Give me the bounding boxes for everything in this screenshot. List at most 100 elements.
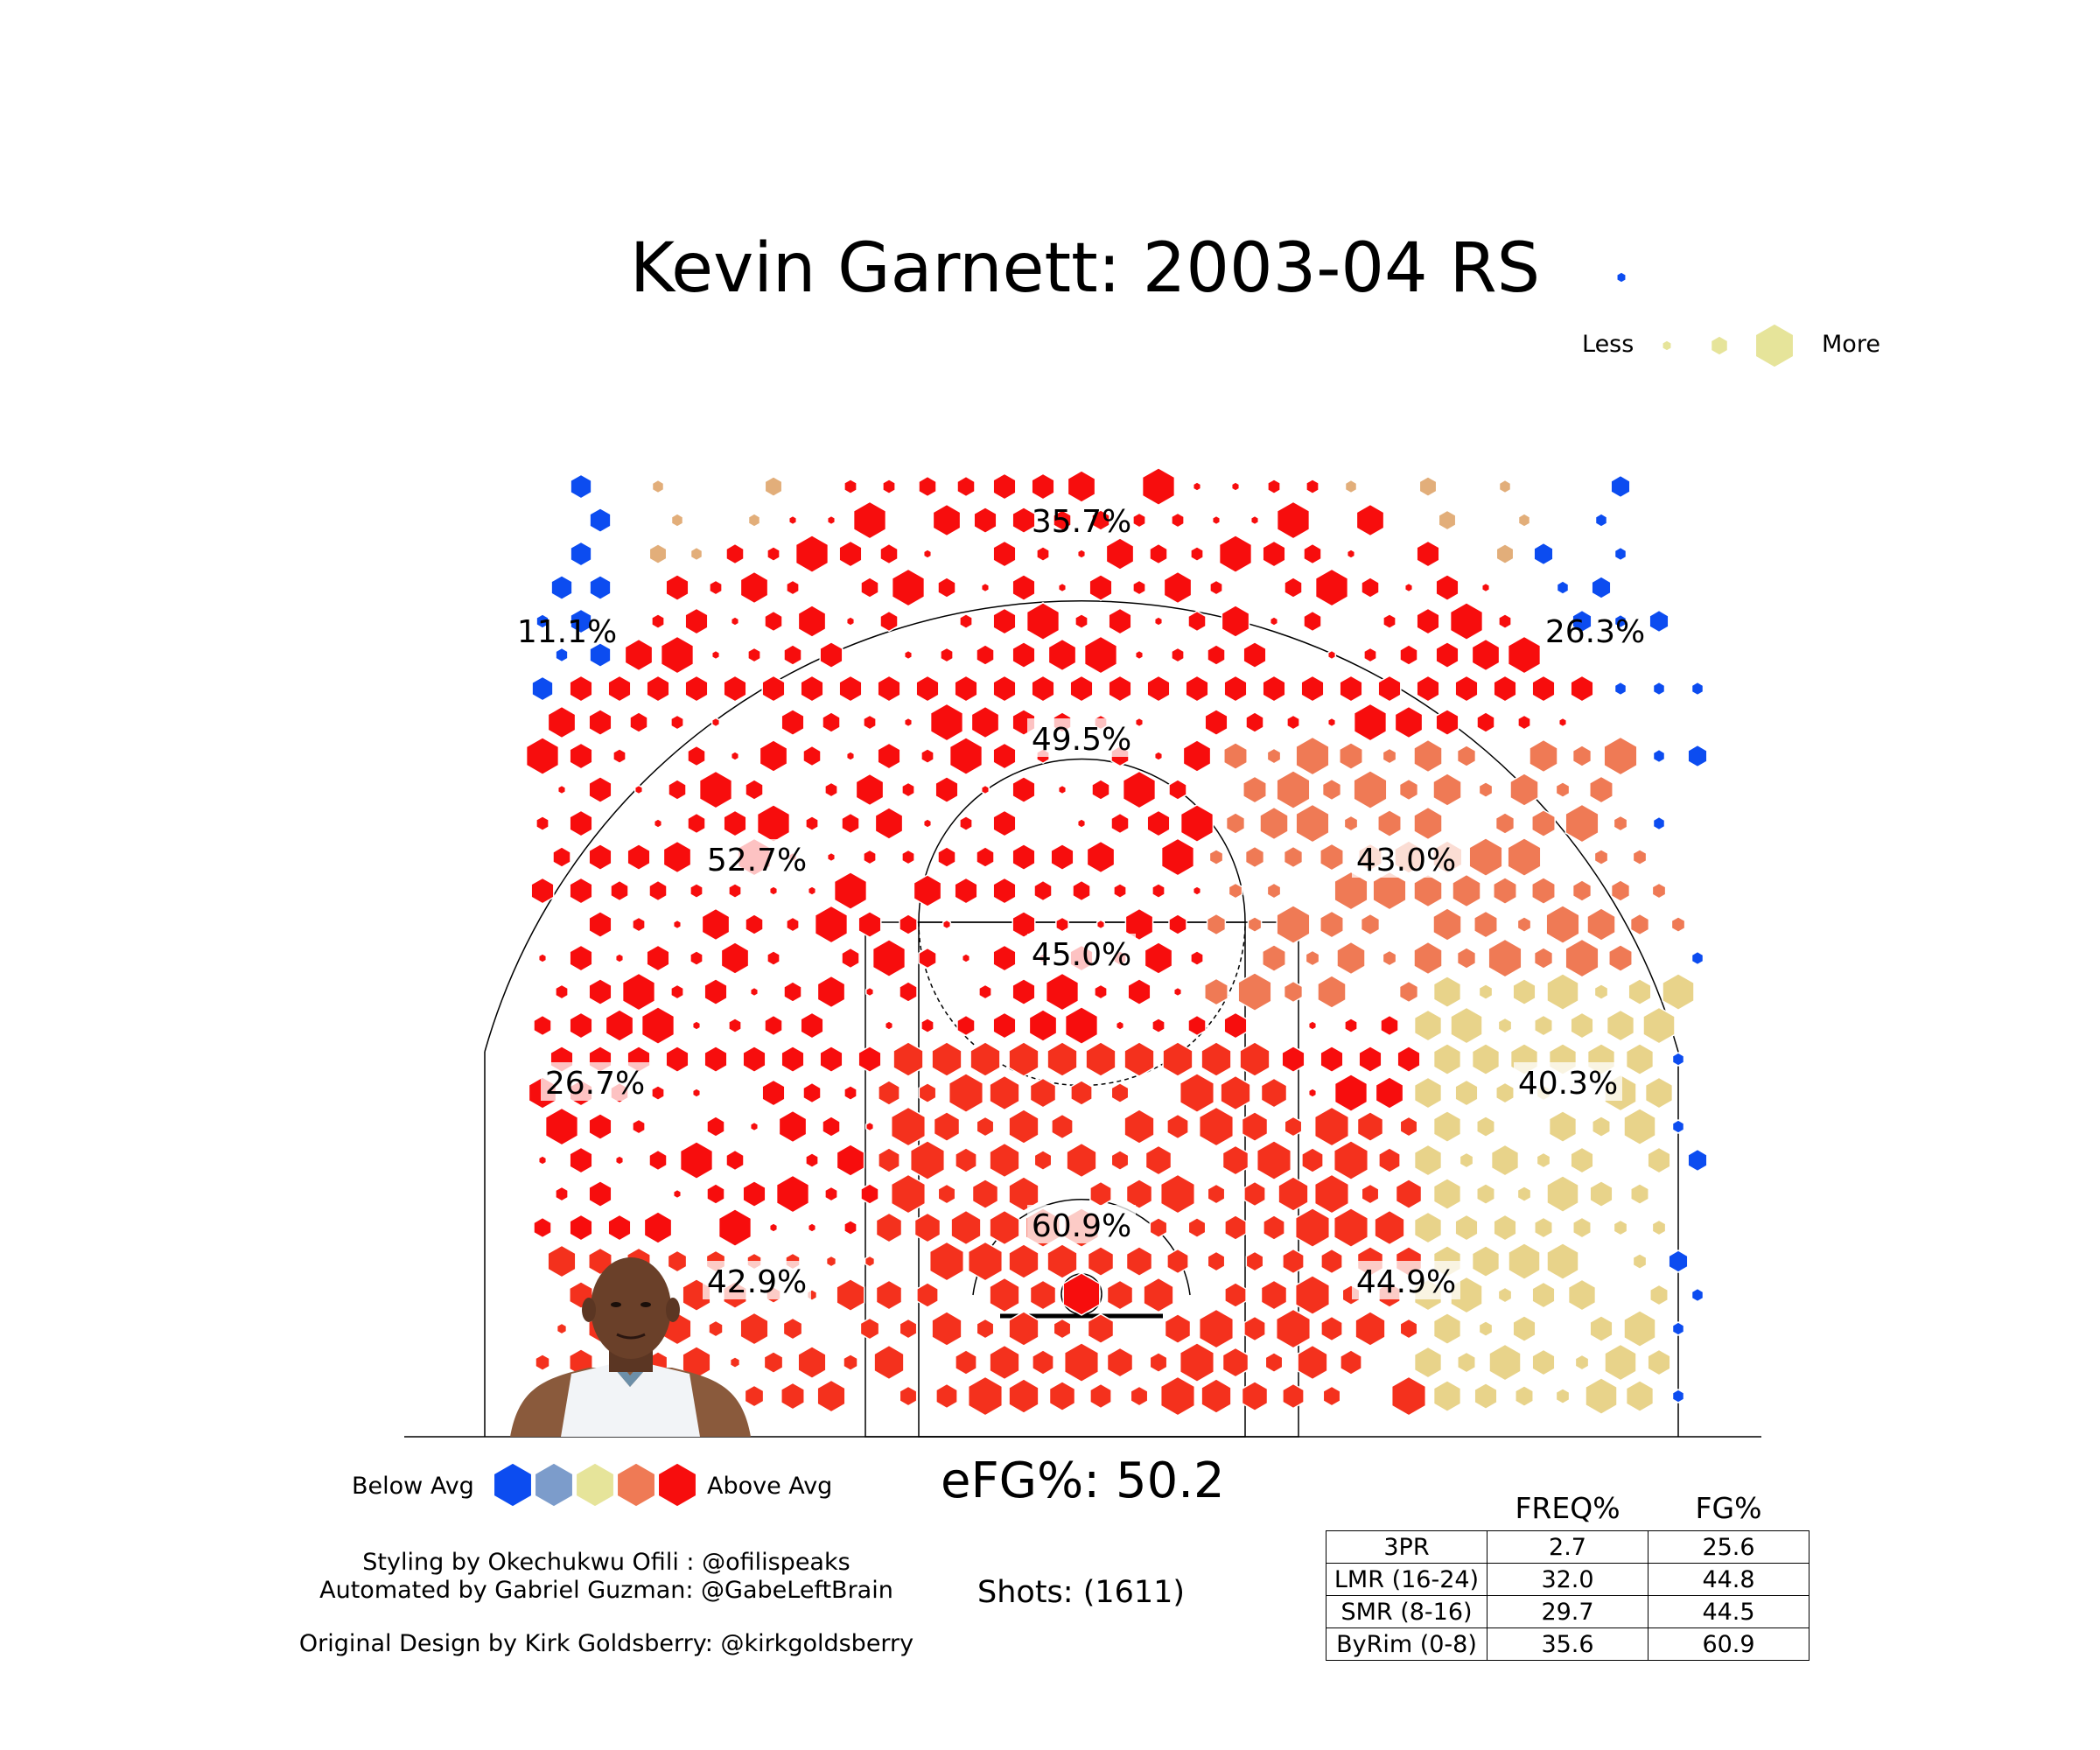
shot-hex — [1548, 1110, 1578, 1144]
shot-hex — [1244, 845, 1265, 869]
shot-hex — [1404, 582, 1414, 593]
shot-hex — [844, 1219, 858, 1236]
shot-hex — [1418, 475, 1438, 498]
shot-hex — [1320, 1315, 1343, 1342]
shot-hex — [1498, 612, 1512, 630]
shot-hex — [1449, 601, 1484, 641]
shot-hex — [1012, 640, 1036, 669]
shot-hex — [1132, 512, 1146, 528]
shot-hex — [612, 747, 626, 765]
shot-hex — [632, 1118, 646, 1135]
shot-hex — [1029, 1279, 1057, 1311]
shot-hex — [1283, 845, 1304, 869]
shot-hex — [701, 907, 731, 942]
shot-hex — [704, 1045, 728, 1074]
shot-hex — [971, 1178, 999, 1210]
shot-hex — [742, 1045, 766, 1074]
shot-hex — [901, 781, 915, 798]
shot-hex — [670, 984, 684, 1000]
shot-hex — [1452, 873, 1481, 908]
shot-hex — [1509, 773, 1539, 807]
stats-row-3pr: 3PR 2.7 25.6 — [1326, 1530, 1810, 1564]
shot-hex — [1546, 972, 1579, 1012]
efg-value: eFG%: 50.2 — [941, 1452, 1225, 1509]
shot-hex — [672, 1188, 682, 1200]
shot-hex — [1284, 577, 1303, 598]
shot-hex — [1305, 949, 1320, 967]
shot-hex — [1159, 1376, 1196, 1417]
shot-hex — [920, 747, 934, 765]
shot-hex — [1245, 711, 1264, 733]
shot-hex — [1307, 1020, 1318, 1031]
shot-hex — [1200, 1378, 1232, 1414]
shot-hex — [761, 675, 786, 703]
shot-hex — [1572, 879, 1592, 902]
shot-hex — [1343, 815, 1359, 832]
shot-hex — [1432, 907, 1462, 942]
shot-hex — [607, 675, 632, 703]
shot-hex — [918, 947, 937, 970]
shot-hex — [1515, 1384, 1534, 1408]
shot-hex — [684, 675, 709, 703]
shot-hex — [1628, 977, 1652, 1006]
shot-hex — [1132, 579, 1146, 596]
shot-hex — [1031, 472, 1055, 500]
stats-header-freq: FREQ% — [1515, 1490, 1620, 1525]
shot-hex — [1089, 1382, 1112, 1410]
shot-hex — [788, 514, 798, 526]
shot-hex — [651, 479, 665, 494]
shot-hex — [1572, 1216, 1592, 1239]
shot-hex — [1457, 1351, 1476, 1374]
shot-hex — [1047, 638, 1077, 672]
shot-hex — [1303, 610, 1322, 633]
shot-hex — [1432, 1042, 1462, 1076]
shot-hex — [824, 1186, 838, 1202]
shot-hex — [1497, 1286, 1513, 1304]
shot-hex — [547, 1244, 577, 1278]
shot-hex — [555, 1186, 569, 1202]
zone-label-bg — [1352, 839, 1460, 878]
stats-row-byrim: ByRim (0-8) 35.6 60.9 — [1326, 1628, 1810, 1661]
shot-hex — [1516, 915, 1532, 934]
shot-hex — [1476, 1115, 1495, 1138]
shot-hex — [1029, 1077, 1057, 1109]
shot-hex — [1180, 803, 1214, 844]
shot-hex — [1507, 836, 1542, 878]
shot-hex — [955, 1147, 977, 1173]
shot-hex — [1395, 1178, 1423, 1210]
shot-hex — [931, 1041, 962, 1077]
shot-hex — [1604, 1343, 1637, 1382]
stats-row-label: LMR (16-24) — [1326, 1563, 1488, 1596]
shot-hex — [1113, 882, 1127, 900]
shot-hex — [723, 675, 747, 703]
shot-hex — [1610, 879, 1631, 902]
shot-hex — [1333, 1207, 1369, 1249]
shot-hex — [1398, 778, 1419, 802]
shot-hex — [1652, 681, 1666, 696]
shot-hex — [1629, 913, 1650, 936]
shot-hex — [970, 1041, 1001, 1077]
shot-hex — [550, 574, 573, 601]
shot-hex — [1149, 542, 1168, 565]
shot-hex — [1432, 1379, 1462, 1413]
shot-hex — [1488, 938, 1522, 978]
shot-hex — [992, 675, 1017, 703]
zone-labels: 35.7% 11.1% 26.3% 49.5% 52.7% 43.0% 45.0% 26.7%… — [517, 504, 1645, 1300]
zone-label: 60.9% — [1032, 1208, 1131, 1244]
shot-hex — [858, 910, 882, 939]
shot-hex — [1087, 1312, 1115, 1345]
shot-hex — [1474, 1382, 1498, 1410]
zone-label: 43.0% — [1356, 843, 1456, 878]
shot-hex — [651, 1084, 665, 1102]
shot-hex — [1454, 675, 1479, 703]
shot-hex — [1223, 741, 1248, 771]
shot-hex — [556, 1322, 568, 1335]
shot-hex — [607, 1214, 632, 1242]
shot-hex — [928, 1241, 965, 1282]
shot-hex — [843, 1353, 858, 1372]
shot-hex — [992, 472, 1017, 500]
shot-hex — [1625, 1379, 1655, 1413]
stats-row-fg: 25.6 — [1648, 1530, 1810, 1564]
shot-hex — [547, 705, 577, 739]
shot-hex — [588, 977, 612, 1006]
